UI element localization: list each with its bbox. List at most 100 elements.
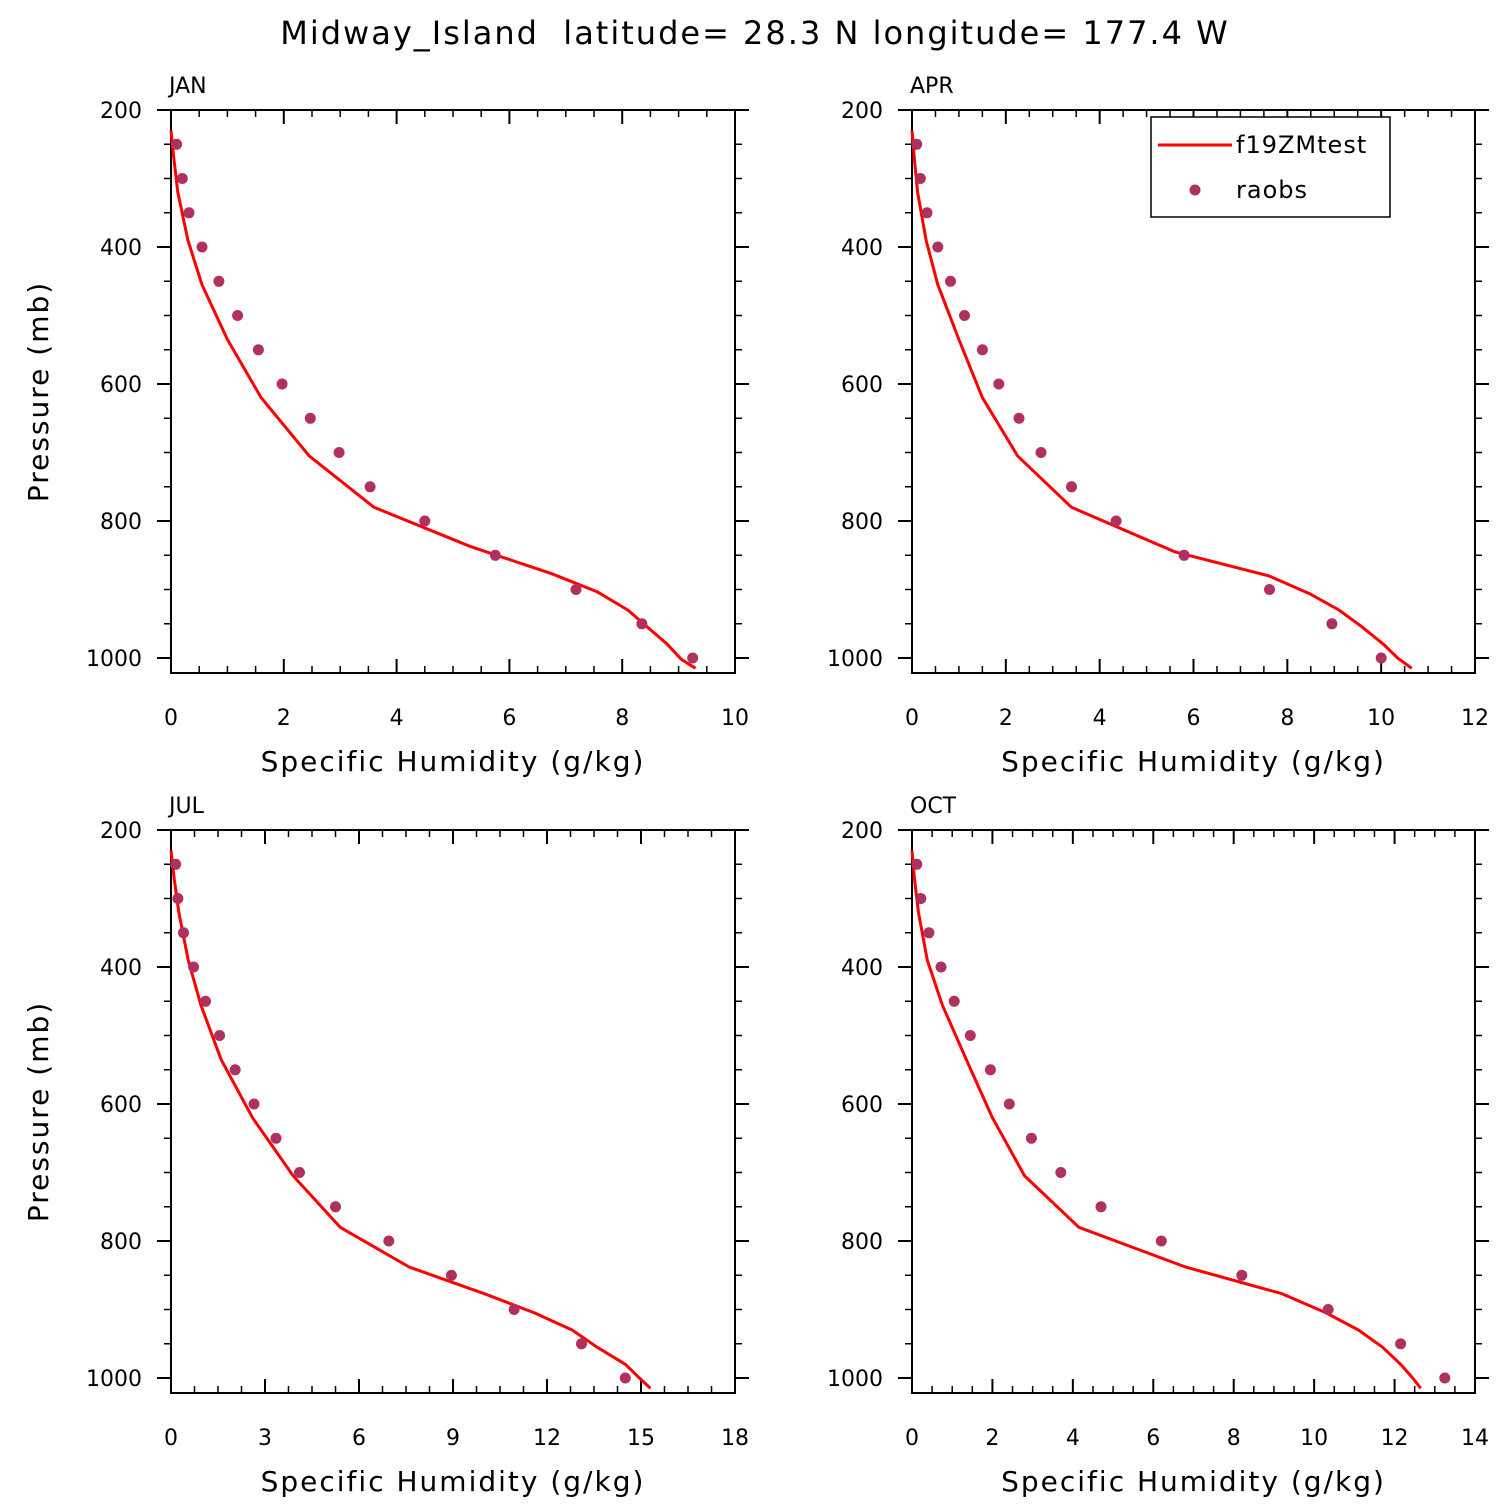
y-tick-label: 800 — [841, 510, 883, 535]
y-tick-label: 200 — [841, 819, 883, 844]
obs-point — [333, 447, 345, 458]
obs-point — [948, 995, 960, 1007]
obs-point — [172, 893, 184, 904]
y-tick-label: 800 — [841, 1230, 883, 1255]
y-tick-label: 1000 — [827, 1367, 883, 1392]
obs-point — [294, 1167, 305, 1178]
y-tick-label: 800 — [100, 510, 142, 535]
plot-frame — [911, 829, 1476, 1394]
obs-point — [270, 1132, 282, 1144]
obs-point — [921, 207, 933, 219]
obs-point — [993, 378, 1005, 390]
obs-point — [570, 584, 582, 595]
obs-point — [364, 481, 376, 493]
x-tick-label: 0 — [905, 706, 919, 731]
x-tick-label: 9 — [446, 1426, 460, 1451]
y-tick-label: 200 — [841, 99, 883, 124]
obs-point — [178, 927, 189, 939]
x-tick-label: 6 — [1146, 1426, 1160, 1451]
panel-jan: 0 2 4 6 8 10 200 400 600 800 1000 JAN Specific Humid… — [22, 74, 749, 778]
y-tick-label: 600 — [100, 373, 142, 398]
model-profile-line — [169, 130, 697, 670]
obs-point — [1322, 1304, 1334, 1315]
obs-point — [188, 961, 200, 973]
obs-point — [276, 378, 288, 390]
obs-point — [1155, 1235, 1167, 1247]
x-tick-label: 0 — [164, 706, 178, 731]
x-tick-label: 0 — [164, 1426, 178, 1451]
obs-point — [911, 858, 923, 870]
obs-point — [1264, 584, 1275, 595]
x-tick-label: 4 — [390, 706, 404, 731]
model-profile-line — [910, 850, 1422, 1390]
y-tick-label: 800 — [100, 1230, 142, 1255]
obs-point — [170, 858, 182, 870]
obs-point — [911, 138, 923, 150]
legend-box — [1150, 116, 1391, 218]
y-tick-label: 400 — [841, 956, 883, 981]
x-tick-label: 10 — [721, 706, 749, 731]
x-tick-label: 12 — [533, 1426, 561, 1451]
obs-point — [419, 515, 431, 527]
obs-point — [959, 310, 970, 321]
x-tick-label: 14 — [1461, 1426, 1489, 1451]
obs-point — [304, 412, 316, 424]
obs-point — [176, 173, 188, 184]
x-tick-label: 2 — [277, 706, 291, 731]
obs-point — [196, 241, 208, 253]
obs-point — [489, 549, 501, 561]
obs-point — [1013, 412, 1025, 424]
panel-label: APR — [910, 74, 954, 99]
obs-point — [252, 344, 264, 356]
obs-point — [976, 344, 988, 356]
legend-obs-label: raobs — [1236, 176, 1308, 204]
x-tick-label: 2 — [999, 706, 1013, 731]
x-tick-label: 10 — [1367, 706, 1395, 731]
model-profile-line — [169, 850, 652, 1390]
obs-point — [636, 618, 648, 630]
obs-point — [171, 138, 183, 150]
x-tick-label: 12 — [1381, 1426, 1409, 1451]
obs-point — [1395, 1338, 1407, 1350]
y-tick-label: 600 — [100, 1093, 142, 1118]
x-tick-label: 8 — [615, 706, 629, 731]
y-tick-label: 400 — [100, 956, 142, 981]
model-profile-line — [910, 130, 1413, 670]
obs-point — [932, 241, 944, 253]
panel-label: JUL — [167, 794, 205, 819]
x-tick-label: 6 — [502, 706, 516, 731]
obs-point — [984, 1064, 996, 1076]
obs-point — [945, 275, 956, 287]
obs-point — [687, 652, 699, 664]
y-tick-label: 1000 — [86, 1367, 142, 1392]
x-tick-label: 2 — [985, 1426, 999, 1451]
x-tick-label: 0 — [905, 1426, 919, 1451]
y-axis-label: Pressure (mb) — [22, 281, 55, 502]
y-tick-label: 400 — [100, 236, 142, 261]
x-tick-label: 8 — [1227, 1426, 1241, 1451]
obs-point — [935, 961, 947, 973]
y-tick-label: 1000 — [827, 647, 883, 672]
y-axis-label: Pressure (mb) — [22, 1001, 55, 1222]
obs-point — [445, 1269, 457, 1281]
legend: f19ZMtest raobs — [1150, 116, 1391, 218]
figure-title: Midway_Island latitude= 28.3 N longitude… — [280, 14, 1230, 52]
obs-point — [964, 1030, 976, 1041]
obs-point — [200, 995, 211, 1007]
x-tick-label: 3 — [258, 1426, 272, 1451]
panel-apr: 0 2 4 6 8 10 12 200 400 600 800 1000 APR Specific Hum… — [827, 74, 1489, 778]
x-tick-label: 6 — [1187, 706, 1201, 731]
obs-point — [1055, 1167, 1067, 1178]
obs-point — [915, 893, 927, 904]
obs-point — [619, 1372, 631, 1384]
obs-point — [248, 1098, 260, 1110]
x-tick-label: 4 — [1066, 1426, 1080, 1451]
x-tick-label: 4 — [1093, 706, 1107, 731]
x-axis-label: Specific Humidity (g/kg) — [1001, 1465, 1386, 1498]
obs-point — [923, 927, 935, 939]
x-axis-label: Specific Humidity (g/kg) — [1001, 745, 1386, 778]
panel-label: JAN — [167, 74, 207, 99]
obs-point — [183, 207, 195, 219]
obs-point — [383, 1235, 395, 1247]
